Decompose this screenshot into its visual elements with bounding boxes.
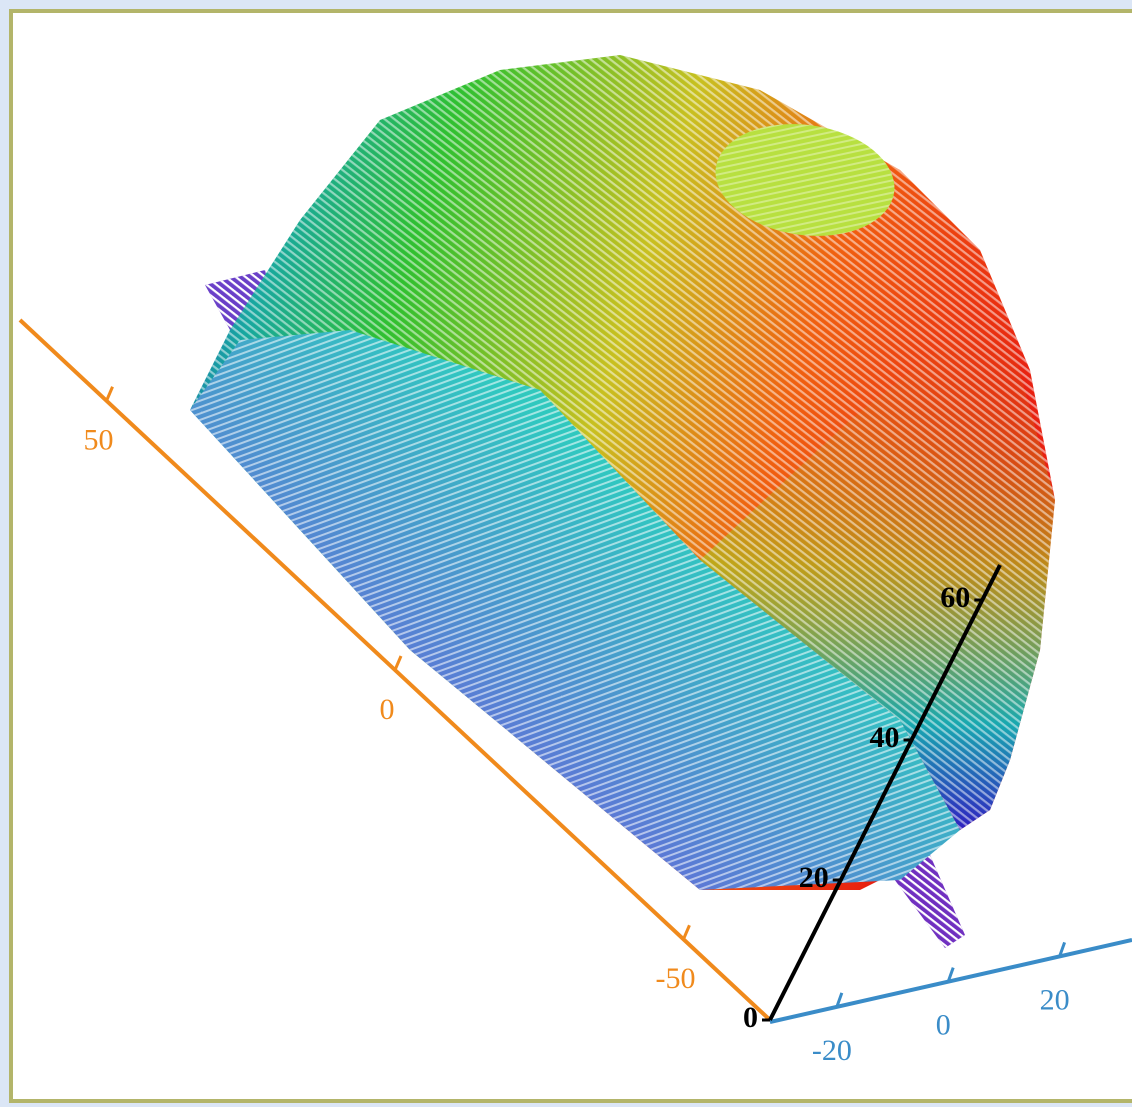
tick-label: 20 xyxy=(799,861,829,894)
tick-label: 0 xyxy=(936,1009,951,1042)
tick-label: -50 xyxy=(655,962,695,995)
tick-label: 50 xyxy=(84,424,114,457)
chart: 50 0 -50 -20 0 20 0 20 40 60 xyxy=(0,0,1132,1107)
page: {"chart_data": {"type": "surface3d", "ax… xyxy=(0,0,1132,1107)
tick-label: 20 xyxy=(1040,983,1070,1016)
tick-label: -20 xyxy=(812,1034,852,1067)
tick-label: 60 xyxy=(940,581,970,614)
tick-label: 0 xyxy=(743,1001,758,1034)
tick-label: 0 xyxy=(380,693,395,726)
tick-label: 40 xyxy=(870,721,900,754)
